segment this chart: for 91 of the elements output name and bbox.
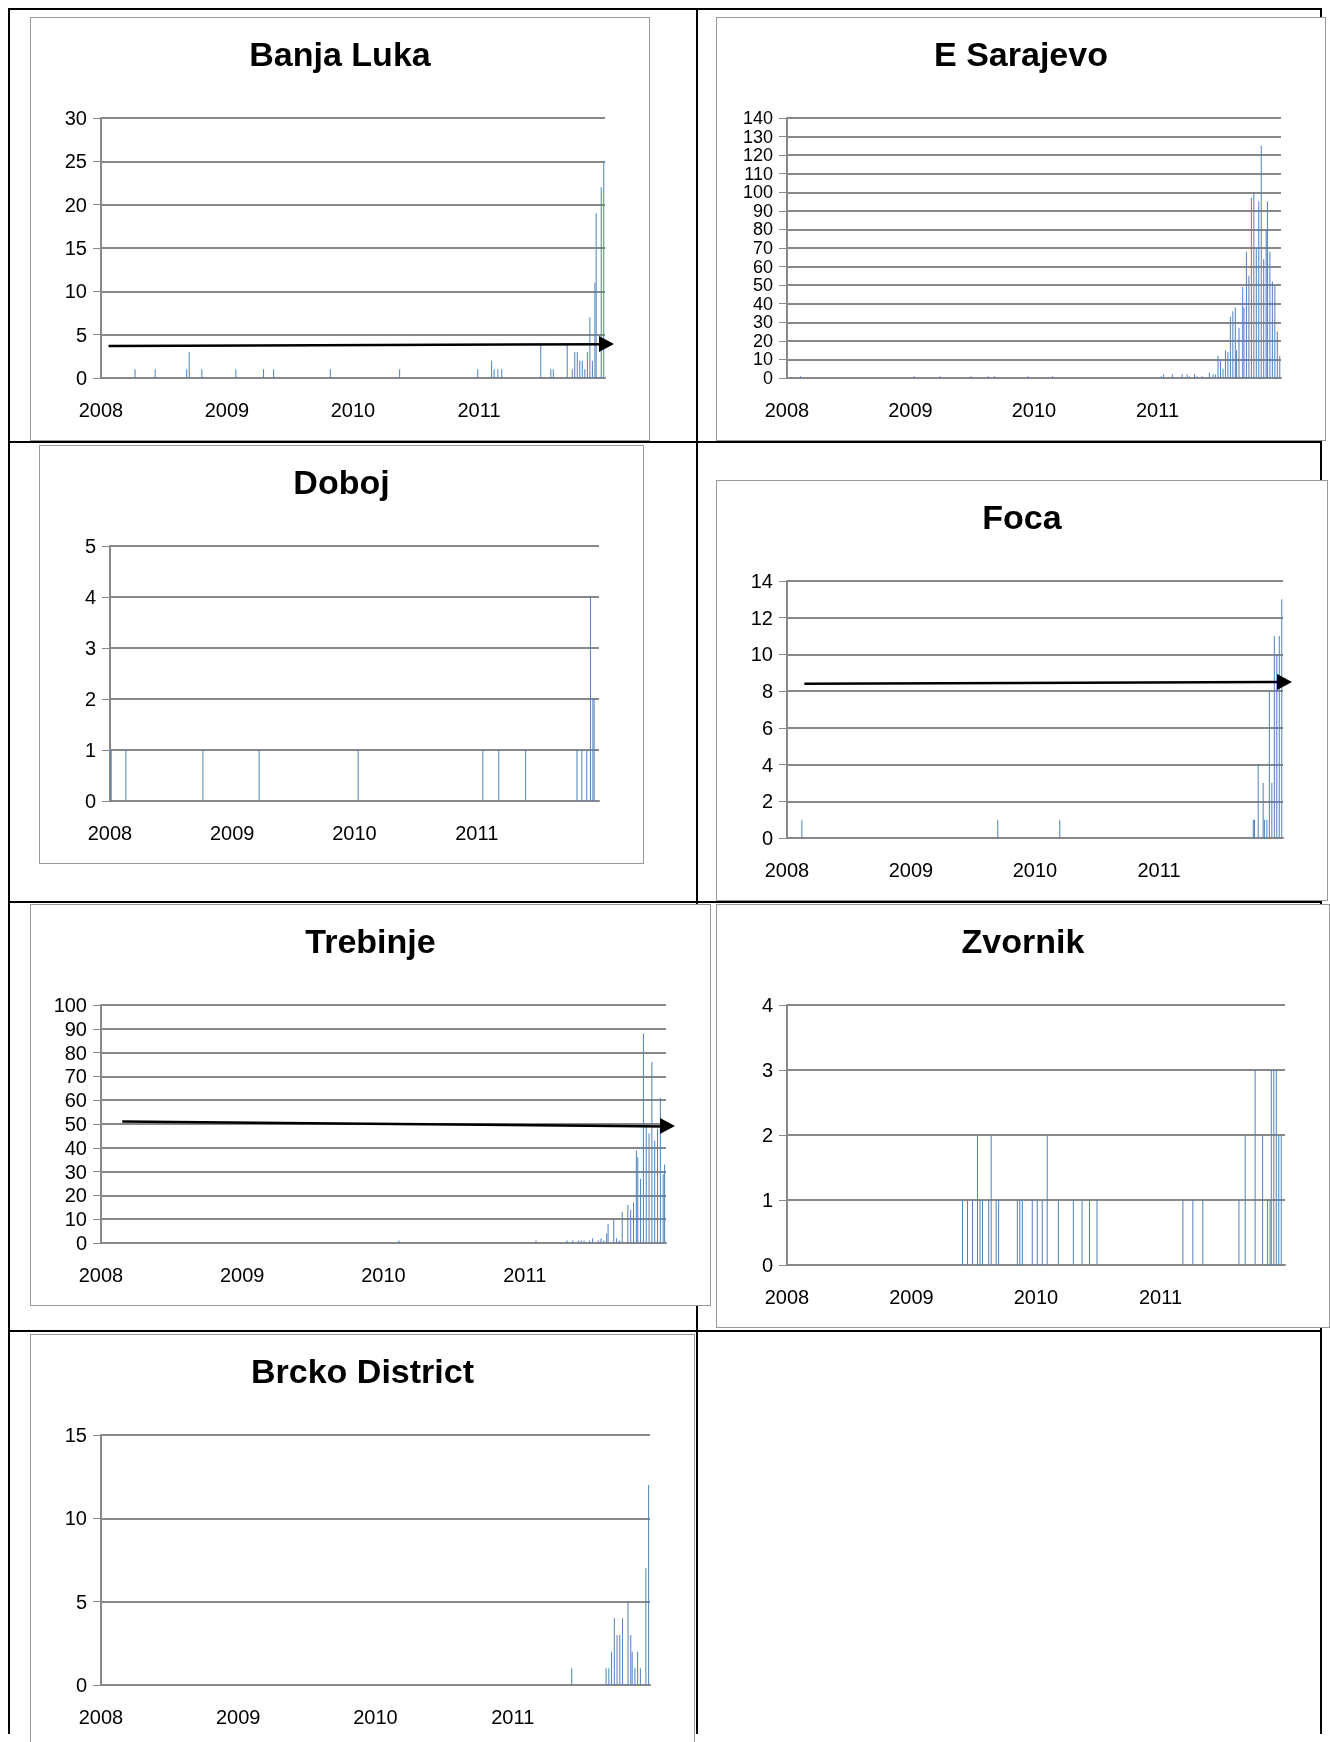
y-tick-label: 6 bbox=[761, 716, 773, 739]
y-tick-label: 50 bbox=[64, 1113, 87, 1135]
y-tick-label: 50 bbox=[752, 275, 773, 296]
x-tick-label: 2009 bbox=[216, 1706, 261, 1728]
x-tick-label: 2009 bbox=[888, 859, 934, 881]
y-tick-label: 4 bbox=[84, 586, 96, 608]
x-tick-label: 2010 bbox=[1013, 1286, 1059, 1308]
chart-title: Doboj bbox=[293, 463, 390, 501]
chart-title: Trebinje bbox=[305, 922, 436, 960]
y-tick-label: 100 bbox=[742, 182, 773, 203]
y-tick-label: 3 bbox=[84, 637, 96, 659]
y-tick-label: 40 bbox=[752, 293, 773, 314]
y-tick-label: 2 bbox=[761, 1124, 773, 1146]
x-tick-label: 2011 bbox=[1138, 1286, 1183, 1308]
y-tick-label: 5 bbox=[75, 1590, 87, 1613]
chart-title: Foca bbox=[982, 498, 1063, 536]
y-tick-label: 2 bbox=[761, 790, 773, 813]
x-tick-label: 2011 bbox=[1135, 399, 1180, 421]
y-tick-label: 10 bbox=[64, 1507, 87, 1530]
x-tick-label: 2011 bbox=[503, 1264, 547, 1286]
y-tick-label: 5 bbox=[84, 535, 96, 557]
y-tick-label: 0 bbox=[75, 367, 87, 389]
y-tick-label: 0 bbox=[761, 827, 773, 849]
x-tick-label: 2009 bbox=[888, 399, 933, 421]
x-tick-label: 2010 bbox=[330, 399, 376, 421]
x-tick-label: 2008 bbox=[78, 1706, 124, 1728]
y-tick-label: 0 bbox=[75, 1674, 87, 1696]
x-tick-label: 2011 bbox=[491, 1706, 535, 1728]
y-tick-label: 20 bbox=[64, 193, 87, 216]
y-tick-label: 1 bbox=[84, 739, 96, 761]
x-tick-label: 2008 bbox=[764, 399, 810, 421]
chart-title: E Sarajevo bbox=[934, 35, 1108, 73]
y-tick-label: 5 bbox=[75, 323, 87, 346]
x-tick-label: 2010 bbox=[1011, 399, 1057, 421]
x-tick-label: 2011 bbox=[457, 399, 501, 421]
y-tick-label: 25 bbox=[64, 150, 87, 173]
y-tick-label: 120 bbox=[742, 145, 773, 166]
y-tick-label: 20 bbox=[64, 1184, 87, 1207]
y-tick-label: 30 bbox=[64, 1160, 87, 1183]
y-tick-label: 130 bbox=[742, 126, 773, 147]
y-tick-label: 90 bbox=[752, 200, 773, 221]
y-tick-label: 8 bbox=[761, 680, 773, 703]
y-tick-label: 15 bbox=[64, 1424, 87, 1446]
y-tick-label: 14 bbox=[750, 570, 773, 592]
y-tick-label: 10 bbox=[752, 349, 773, 370]
y-tick-label: 0 bbox=[84, 790, 96, 812]
y-tick-label: 12 bbox=[750, 606, 773, 629]
y-tick-label: 0 bbox=[75, 1232, 87, 1254]
x-tick-label: 2010 bbox=[361, 1264, 406, 1286]
x-tick-label: 2010 bbox=[1012, 859, 1058, 881]
y-tick-label: 110 bbox=[744, 163, 773, 184]
x-tick-label: 2010 bbox=[353, 1706, 398, 1728]
y-tick-label: 4 bbox=[761, 753, 773, 776]
y-tick-label: 80 bbox=[64, 1041, 87, 1064]
x-tick-label: 2009 bbox=[889, 1286, 934, 1308]
chart-title: Banja Luka bbox=[249, 35, 432, 73]
x-tick-label: 2008 bbox=[78, 1264, 124, 1286]
y-tick-label: 40 bbox=[64, 1136, 87, 1159]
chart-title: Brcko District bbox=[251, 1352, 474, 1390]
x-tick-label: 2008 bbox=[78, 399, 124, 421]
y-tick-label: 15 bbox=[64, 237, 87, 259]
y-tick-label: 30 bbox=[64, 107, 87, 129]
y-tick-label: 90 bbox=[64, 1017, 87, 1040]
x-tick-label: 2009 bbox=[204, 399, 250, 421]
x-tick-label: 2011 bbox=[1137, 859, 1181, 881]
y-tick-label: 3 bbox=[761, 1059, 773, 1081]
y-tick-label: 140 bbox=[742, 108, 773, 128]
y-tick-label: 70 bbox=[64, 1065, 87, 1088]
y-tick-label: 2 bbox=[84, 688, 96, 710]
x-tick-label: 2008 bbox=[764, 859, 810, 881]
x-tick-label: 2011 bbox=[455, 822, 499, 844]
y-tick-label: 10 bbox=[64, 1208, 87, 1231]
y-tick-label: 1 bbox=[761, 1189, 773, 1211]
y-tick-label: 60 bbox=[752, 256, 773, 277]
y-tick-label: 30 bbox=[752, 312, 773, 333]
y-tick-label: 80 bbox=[752, 219, 773, 240]
y-tick-label: 0 bbox=[762, 368, 773, 388]
y-tick-label: 4 bbox=[761, 994, 773, 1016]
chart-title: Zvornik bbox=[961, 922, 1085, 960]
x-tick-label: 2008 bbox=[87, 822, 133, 844]
x-tick-label: 2009 bbox=[220, 1264, 265, 1286]
x-tick-label: 2009 bbox=[210, 822, 255, 844]
y-tick-label: 0 bbox=[761, 1254, 773, 1276]
x-tick-label: 2008 bbox=[764, 1286, 810, 1308]
x-tick-label: 2010 bbox=[332, 822, 377, 844]
y-tick-label: 60 bbox=[64, 1089, 87, 1112]
y-tick-label: 70 bbox=[752, 238, 773, 258]
y-tick-label: 20 bbox=[752, 330, 773, 351]
y-tick-label: 100 bbox=[53, 994, 87, 1016]
y-tick-label: 10 bbox=[750, 643, 773, 666]
y-tick-label: 10 bbox=[64, 280, 87, 303]
